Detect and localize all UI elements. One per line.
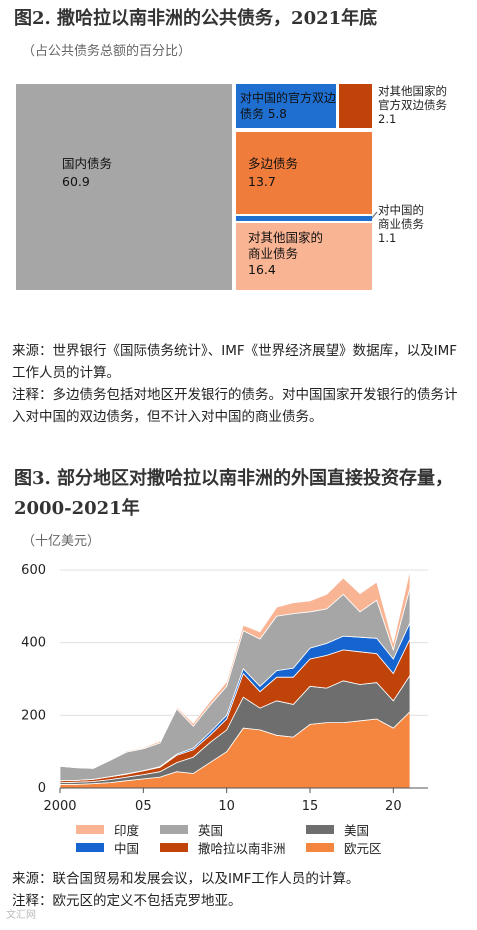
- legend-label-us: 美国: [344, 823, 370, 838]
- legend-item-china: 中国: [76, 838, 139, 857]
- fig2-title: 图2. 撒哈拉以南非洲的公共债务，2021年底: [14, 8, 378, 29]
- y-tick-label-0: 0: [38, 781, 46, 796]
- legend-swatch-euro: [306, 843, 334, 852]
- fig3-subtitle: （十亿美元）: [22, 534, 101, 549]
- legend-label-uk: 英国: [198, 823, 224, 838]
- fig2-subtitle: （占公共债务总额的百分比）: [22, 44, 192, 59]
- fig3-note: 注释：欧元区的定义不包括克罗地亚。: [12, 893, 242, 909]
- legend-label-ssa: 撒哈拉以南非洲: [198, 841, 286, 856]
- legend-label-china: 中国: [114, 841, 140, 856]
- fig3-source: 来源：联合国贸易和发展会议，以及IMF工作人员的计算。: [12, 871, 360, 887]
- treemap-value-domestic: 60.9: [62, 174, 90, 189]
- y-tick-label-200: 200: [21, 708, 46, 723]
- x-tick-label-2020: 20: [385, 799, 402, 810]
- legend-label-euro: 欧元区: [344, 841, 382, 856]
- treemap-label-other-commercial-1: 对其他国家的: [248, 230, 324, 245]
- treemap-cell-china-commercial: [236, 216, 372, 221]
- x-tick-label-2010: 10: [218, 799, 235, 810]
- treemap-value-other-commercial: 16.4: [248, 262, 276, 277]
- treemap-value-china-official: 5.8: [267, 107, 287, 121]
- treemap-label-other-official-1: 对其他国家的: [378, 84, 447, 98]
- treemap-value-other-official: 2.1: [378, 112, 397, 126]
- x-tick-label-2015: 15: [302, 799, 319, 810]
- legend-label-india: 印度: [114, 823, 140, 838]
- legend-swatch-china: [76, 843, 104, 852]
- y-tick-label-600: 600: [21, 563, 46, 578]
- y-tick-label-400: 400: [21, 636, 46, 651]
- treemap-label-multilateral: 多边债务: [248, 156, 299, 171]
- treemap-value-china-commercial: 1.1: [378, 231, 397, 245]
- legend-item-us: 美国: [306, 820, 369, 839]
- legend-swatch-uk: [160, 825, 188, 834]
- fig2-source: 来源：世界银行《国际债务统计》、IMF《世界经济展望》数据库，以及IMF工作人员…: [12, 343, 458, 381]
- legend-swatch-ssa: [160, 843, 188, 852]
- treemap-label-china-commercial-2: 商业债务: [378, 217, 424, 231]
- legend-item-euro: 欧元区: [306, 838, 382, 857]
- treemap-cell-china-official: [236, 84, 336, 128]
- fig3-title-line2: 2000-2021年: [14, 498, 140, 519]
- treemap-label-china-commercial-1: 对中国的: [378, 203, 424, 217]
- fig3-title-line1: 图3. 部分地区对撒哈拉以南非洲的外国直接投资存量，: [14, 468, 454, 489]
- treemap-cell-domestic: [16, 84, 232, 290]
- treemap-cell-other-commercial: [236, 223, 372, 290]
- legend-swatch-us: [306, 825, 334, 834]
- treemap-value-multilateral: 13.7: [248, 174, 276, 189]
- callout-line: [371, 211, 378, 219]
- treemap-label-china-official: 对中国的官方双边债务: [240, 91, 337, 121]
- fdi-area-chart: 0 200 400 600 2000 05 10 15 20: [21, 563, 428, 810]
- watermark: 文汇网: [6, 910, 36, 921]
- area-series-5: [59, 569, 411, 769]
- treemap-cell-other-official: [339, 84, 372, 128]
- legend-item-uk: 英国: [160, 820, 223, 839]
- legend-item-india: 印度: [76, 820, 139, 839]
- fig2-note: 注释：多边债务包括对地区开发银行的债务。对中国国家开发银行的债务计入对中国的双边…: [12, 387, 458, 425]
- legend-swatch-india: [76, 825, 104, 834]
- x-tick-label-2000: 2000: [43, 799, 76, 810]
- x-tick-label-2005: 05: [135, 799, 152, 810]
- treemap-label-other-official-2: 官方双边债务: [378, 98, 447, 112]
- treemap-cell-multilateral: [236, 132, 372, 214]
- treemap-label-other-commercial-2: 商业债务: [248, 246, 299, 261]
- treemap-label-domestic: 国内债务: [62, 156, 113, 171]
- legend-item-ssa: 撒哈拉以南非洲: [160, 838, 286, 857]
